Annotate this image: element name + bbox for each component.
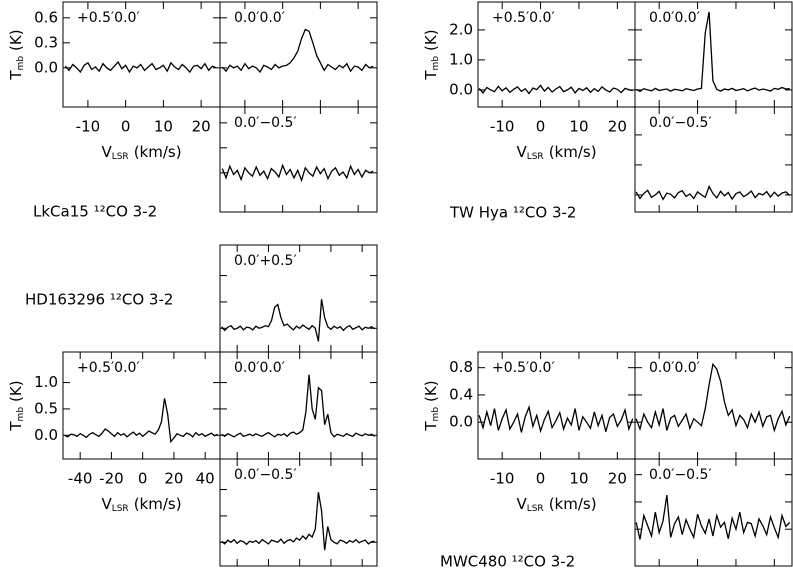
y-tick-label: 0.0	[449, 413, 473, 431]
x-label-sub: LSR	[112, 152, 129, 162]
x-tick-label: 20	[608, 470, 627, 488]
x-axis-label: VLSR (km/s)	[516, 143, 596, 162]
panel-label: 0.0′0.0′	[234, 360, 285, 376]
spectrum-line	[635, 184, 791, 201]
panel-frame	[634, 106, 793, 213]
x-tick-label: -10	[76, 118, 101, 136]
y-label-sub: mb	[16, 407, 26, 422]
x-label-unit: (km/s)	[134, 143, 182, 161]
chart-title: TW Hya ¹²CO 3-2	[449, 204, 576, 222]
x-label-unit: (km/s)	[134, 495, 182, 513]
panel-frame	[219, 106, 378, 213]
y-label-unit: (K)	[422, 380, 440, 402]
panel-label: +0.5′0.0′	[492, 10, 555, 26]
spectrum-line	[221, 492, 375, 551]
panel-label: 0.0′−0.5′	[234, 467, 297, 483]
y-label-unit: (K)	[7, 380, 25, 402]
y-label-main: T	[7, 70, 25, 81]
x-tick-label: -10	[490, 118, 515, 136]
spectrum-line	[478, 404, 634, 434]
panel-label: 0.0′0.0′	[234, 10, 285, 26]
panel-label: 0.0′0.0′	[649, 360, 700, 376]
panel-label: 0.0′−0.5′	[649, 115, 712, 131]
spectrum-line	[64, 60, 217, 74]
y-tick-label: 0.0	[449, 80, 473, 98]
x-axis-label: VLSR (km/s)	[101, 143, 181, 162]
spectrum-line	[478, 84, 633, 95]
y-label-main: T	[422, 421, 440, 432]
x-tick-label: 0	[121, 118, 131, 136]
x-label-main: V	[516, 143, 527, 161]
x-tick-label: -10	[490, 470, 515, 488]
x-label-sub: LSR	[112, 504, 129, 514]
y-axis-label: Tmb (K)	[422, 380, 441, 431]
x-label-unit: (km/s)	[549, 495, 597, 513]
chart-title: MWC480 ¹²CO 3-2	[440, 553, 575, 570]
spectrum-line	[221, 374, 376, 438]
y-axis-label: Tmb (K)	[7, 29, 26, 80]
spectrum-line	[221, 163, 374, 183]
x-axis-label: VLSR (km/s)	[101, 495, 181, 514]
y-label-main: T	[422, 70, 440, 81]
panel-label: 0.0′−0.5′	[234, 115, 297, 131]
x-tick-label: 40	[196, 470, 215, 488]
spectrum-line	[221, 299, 376, 342]
y-label-sub: mb	[16, 56, 26, 71]
y-tick-label: 1.0	[449, 50, 473, 68]
y-label-sub: mb	[431, 56, 441, 71]
x-label-unit: (km/s)	[549, 143, 597, 161]
x-label-main: V	[516, 495, 527, 513]
x-tick-label: -40	[68, 470, 93, 488]
y-tick-label: 0.0	[34, 58, 58, 76]
panel-label: +0.5′0.0′	[77, 360, 140, 376]
panel-frame	[634, 458, 793, 567]
x-tick-label: 0	[536, 470, 546, 488]
y-tick-label: 0.4	[449, 385, 473, 403]
y-tick-label: 0.0	[34, 426, 58, 444]
panel-frame	[219, 458, 378, 567]
panel-label: +0.5′0.0′	[77, 10, 140, 26]
spectrum-line	[635, 495, 791, 540]
x-tick-label: 10	[154, 118, 173, 136]
chart-title: HD163296 ¹²CO 3-2	[25, 291, 173, 309]
spectrum-line	[221, 28, 374, 74]
y-label-unit: (K)	[422, 29, 440, 51]
y-tick-label: 0.6	[34, 8, 58, 26]
y-axis-label: Tmb (K)	[7, 380, 26, 431]
x-tick-label: 10	[569, 118, 588, 136]
spectrum-line	[635, 11, 790, 93]
y-label-main: T	[7, 421, 25, 432]
x-tick-label: 20	[164, 470, 183, 488]
x-axis-label: VLSR (km/s)	[516, 495, 596, 514]
y-tick-label: 0.3	[34, 33, 58, 51]
spectrum-line	[635, 362, 791, 433]
y-label-unit: (K)	[7, 29, 25, 51]
x-tick-label: 0	[536, 118, 546, 136]
x-label-sub: LSR	[527, 152, 544, 162]
y-tick-label: 1.0	[34, 373, 58, 391]
x-tick-label: 20	[608, 118, 627, 136]
x-label-main: V	[101, 495, 112, 513]
x-tick-label: -20	[99, 470, 124, 488]
panel-label: +0.5′0.0′	[492, 360, 555, 376]
x-tick-label: 10	[569, 470, 588, 488]
y-tick-label: 2.0	[449, 20, 473, 38]
spectrum-line	[64, 398, 218, 444]
y-tick-label: 0.5	[34, 399, 58, 417]
x-label-main: V	[101, 143, 112, 161]
y-tick-label: 0.8	[449, 358, 473, 376]
x-tick-label: 0	[138, 470, 148, 488]
panel-label: 0.0′0.0′	[649, 10, 700, 26]
panel-label: 0.0′+0.5′	[234, 253, 297, 269]
panel-label: 0.0′−0.5′	[649, 467, 712, 483]
chart-title: LkCa15 ¹²CO 3-2	[33, 203, 157, 221]
x-label-sub: LSR	[527, 504, 544, 514]
y-axis-label: Tmb (K)	[422, 29, 441, 80]
x-tick-label: 20	[192, 118, 211, 136]
y-label-sub: mb	[431, 407, 441, 422]
